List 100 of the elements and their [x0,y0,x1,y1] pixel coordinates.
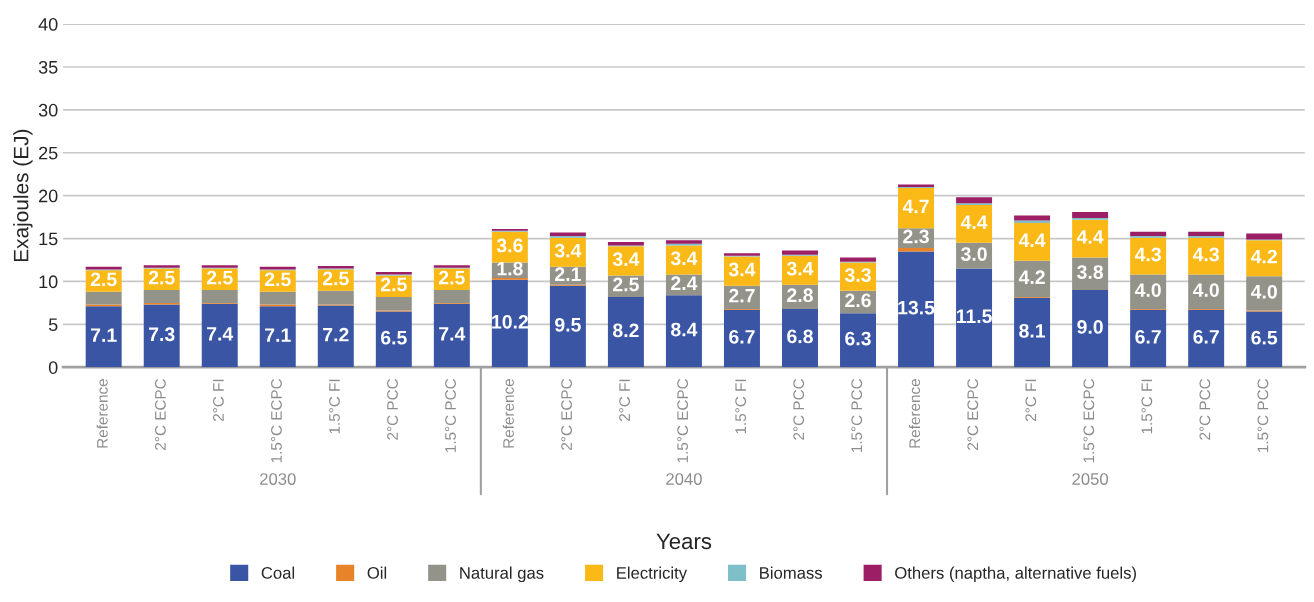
bar [143,304,180,368]
data-label: 8.1 [1019,323,1046,338]
data-label: 2.5 [322,271,349,286]
bar [840,313,876,368]
x-tick-label: 2°C ECPC [561,378,572,450]
data-label: 6.7 [1193,329,1219,344]
data-label: 3.4 [612,252,640,267]
y-tick-label: 30 [38,103,58,117]
data-label: 2.5 [206,270,233,285]
data-label: 8.2 [613,323,639,338]
data-label: 2.3 [903,229,929,244]
y-tick-label: 20 [39,189,58,203]
bar [375,311,412,368]
legend-label: Oil [367,566,387,579]
bar [1014,215,1051,221]
data-label: 4.0 [1192,283,1219,297]
data-label: 6.8 [787,329,813,344]
bar [1130,231,1167,236]
bar [956,268,993,368]
bar [85,306,122,368]
data-label: 7.4 [439,327,466,341]
bar [1188,231,1225,236]
bar [549,285,586,368]
legend-label: Natural gas [460,566,544,583]
data-label: 4.2 [1018,270,1045,284]
x-tick-label: 1.5°C PCC [851,378,863,453]
data-label: 4.0 [1250,284,1277,299]
y-tick-label: 15 [39,232,58,246]
data-label: 2.5 [148,270,175,285]
bar [1014,223,1051,261]
x-tick-label: 2°C ECPC [155,378,166,450]
x-tick-label: 2°C PCC [1199,378,1211,440]
legend-label: Coal [261,566,295,579]
data-label: 4.0 [1134,283,1161,297]
bar [317,305,354,368]
bar [1188,237,1225,275]
x-tick-label: 1.5°C FI [1141,379,1153,434]
bar [1014,260,1051,297]
bar [1014,297,1051,368]
data-label: 6.7 [1135,329,1161,344]
data-label: 7.1 [91,328,117,342]
bar [607,296,644,368]
data-label: 4.2 [1250,249,1277,264]
bar [665,295,702,368]
data-label: 7.1 [265,328,291,342]
data-label: 4.4 [960,215,988,229]
x-tick-label: Reference [502,379,514,448]
bar [433,290,470,303]
bar [898,187,935,229]
data-label: 2.8 [787,288,813,303]
y-tick-label: 35 [38,60,58,74]
data-label: 3.3 [844,268,871,282]
bar [1130,237,1167,275]
y-tick-label: 0 [48,361,58,374]
bar [956,197,993,204]
x-tick-label: Reference [908,379,921,448]
bar [259,291,296,305]
data-label: 2.5 [90,272,117,287]
data-label: 7.4 [207,327,234,341]
y-tick-label: 25 [39,146,58,160]
text: 2040 [666,473,702,485]
x-tick-label: 2°C FI [1025,379,1037,422]
data-label: 2.7 [729,288,755,303]
data-label: 6.5 [1251,330,1278,345]
bar [491,279,528,368]
data-label: 2.5 [380,277,407,292]
data-label: 4.3 [1192,247,1219,262]
x-tick-label: 1.5°C ECPC [1083,378,1095,463]
data-label: 7.3 [149,327,175,342]
data-label: 2.5 [613,277,639,292]
data-label: 2.1 [555,267,581,281]
legend-label: Biomass [760,566,823,579]
data-label: 2.5 [439,270,465,285]
x-tick-label: 1.5°C PCC [445,378,456,453]
data-label: 4.3 [1134,247,1161,262]
y-axis-title: Exajoules (EJ) [13,129,33,262]
bar [840,257,876,262]
legend-label: Electricity [617,566,688,583]
data-label: 9.5 [555,317,581,332]
bar [898,251,935,368]
data-label: 3.6 [496,238,523,253]
bar [201,303,238,368]
bar [723,309,760,368]
data-label: 6.3 [845,331,871,346]
legend-label: Others (naptha, alternative fuels) [895,566,1136,583]
x-tick-label: 2°C FI [213,379,224,422]
data-label: 4.4 [1076,230,1104,244]
x-tick-label: 1.5°C PCC [1257,378,1269,453]
data-label: 4.7 [902,199,929,214]
text: 2050 [1072,473,1108,485]
data-label: 2.6 [845,293,871,308]
data-label: 3.8 [1077,265,1104,279]
x-tick-label: 1.5°C ECPC [271,378,282,463]
data-label: 9.0 [1077,320,1103,334]
bar [143,290,180,303]
bar [956,205,993,243]
bar [1072,290,1109,368]
data-label: 7.2 [323,327,349,342]
bar [1072,211,1109,218]
data-label: 2.4 [671,276,698,290]
